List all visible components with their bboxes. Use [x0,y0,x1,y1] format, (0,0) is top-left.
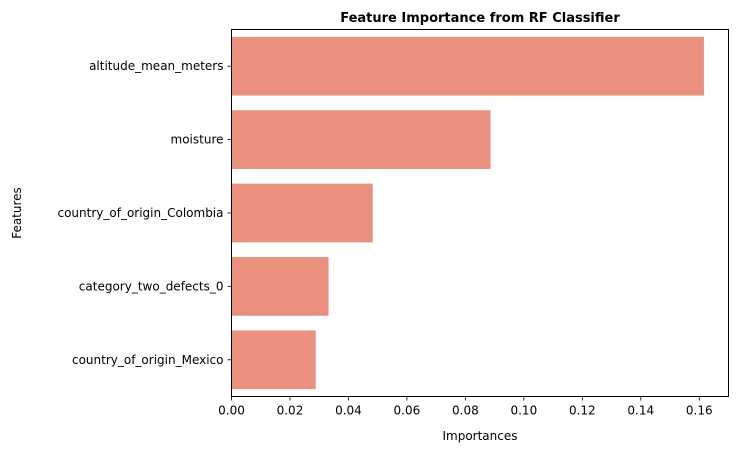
bar-category_two_defects_0 [231,257,329,316]
y-tick-label: moisture [171,133,224,147]
y-axis-ticks: altitude_mean_meters moisture country_of_o… [57,59,232,367]
y-tick-label: country_of_origin_Colombia [57,206,223,220]
plot-frame [231,29,729,397]
y-tick-label: altitude_mean_meters [89,59,223,73]
x-tick-label: 0.16 [686,404,713,418]
bars-group [231,36,704,390]
x-tick-label: 0.12 [569,404,596,418]
bar-altitude_mean_meters [231,36,704,96]
x-tick-label: 0.02 [277,404,304,418]
bar-moisture [231,110,491,169]
bar-country_of_origin_Colombia [231,183,373,243]
x-tick-label: 0.00 [218,404,245,418]
y-axis-label: Features [10,187,24,239]
x-tick-label: 0.14 [627,404,654,418]
x-tick-label: 0.06 [394,404,421,418]
x-tick-label: 0.04 [335,404,362,418]
y-tick-label: country_of_origin_Mexico [72,353,224,367]
y-tick-label: category_two_defects_0 [79,279,224,293]
bar-country_of_origin_Mexico [231,330,316,390]
x-tick-label: 0.10 [510,404,537,418]
x-tick-label: 0.08 [452,404,479,418]
x-axis-ticks: 0.00 0.02 0.04 0.06 0.08 0.10 0.12 0.14 0.16 [218,396,713,418]
x-axis-label: Importances [442,429,517,443]
chart-title: Feature Importance from RF Classifier [340,11,620,26]
